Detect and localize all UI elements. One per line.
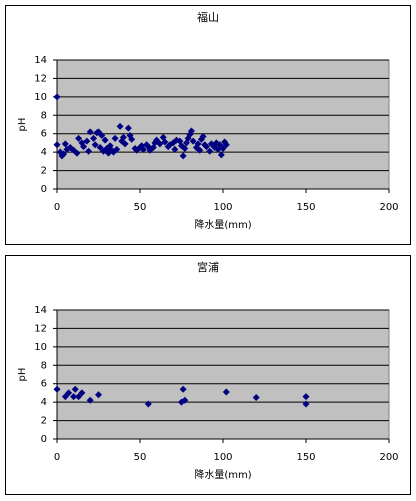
- y-tick-label: 14: [34, 305, 47, 316]
- data-point: [85, 147, 93, 155]
- data-point: [179, 385, 187, 393]
- x-tick-label: 100: [213, 202, 232, 213]
- data-point: [189, 137, 197, 145]
- data-point: [179, 152, 187, 160]
- data-point: [80, 143, 88, 151]
- data-point: [98, 132, 106, 140]
- y-tick-label: 12: [34, 73, 47, 84]
- data-point: [61, 393, 69, 401]
- x-tick-label: 200: [379, 202, 398, 213]
- data-point: [86, 396, 94, 404]
- data-point: [128, 135, 136, 143]
- data-point: [86, 128, 94, 136]
- data-point: [302, 393, 310, 401]
- data-point: [161, 138, 169, 146]
- x-tick-label: 150: [296, 452, 315, 463]
- y-axis-label: pH: [17, 118, 28, 132]
- x-axis-label: 降水量(mm): [194, 468, 251, 481]
- x-tick-label: 150: [296, 202, 315, 213]
- y-tick-label: 14: [34, 55, 47, 66]
- data-point: [113, 145, 121, 153]
- data-point: [91, 141, 99, 149]
- data-point: [302, 400, 310, 408]
- plot-area: [56, 59, 390, 190]
- chart-title: 宮浦: [197, 260, 219, 274]
- x-tick-label: 50: [134, 452, 147, 463]
- y-tick-label: 4: [41, 397, 47, 408]
- data-point: [144, 400, 152, 408]
- data-point: [58, 152, 66, 160]
- y-tick-label: 0: [41, 434, 47, 445]
- data-point: [153, 136, 161, 144]
- data-point: [96, 144, 104, 152]
- x-tick-label: 0: [54, 202, 60, 213]
- data-point: [222, 141, 230, 149]
- y-tick-label: 0: [41, 184, 47, 195]
- data-point: [202, 143, 210, 151]
- data-point: [53, 93, 61, 101]
- y-tick-label: 10: [34, 92, 47, 103]
- data-point: [53, 385, 61, 393]
- data-point: [83, 137, 91, 145]
- data-point: [71, 385, 79, 393]
- data-point: [124, 124, 132, 132]
- data-point: [111, 134, 119, 142]
- data-point: [219, 144, 227, 152]
- data-point: [206, 147, 214, 155]
- data-point: [207, 140, 215, 148]
- data-point: [90, 134, 98, 142]
- data-point: [75, 393, 83, 401]
- data-point: [78, 389, 86, 397]
- data-point: [101, 136, 109, 144]
- data-point: [95, 128, 102, 136]
- data-point: [95, 391, 102, 399]
- data-point: [217, 151, 225, 159]
- data-point: [65, 389, 73, 397]
- data-point: [194, 140, 202, 148]
- data-point: [187, 127, 195, 135]
- y-tick-label: 2: [41, 166, 47, 177]
- x-tick-label: 0: [54, 452, 60, 463]
- x-tick-label: 200: [379, 452, 398, 463]
- data-point: [121, 140, 129, 148]
- data-point: [61, 140, 69, 148]
- y-axis-label: pH: [17, 368, 28, 382]
- data-point: [139, 145, 147, 153]
- y-tick-label: 2: [41, 416, 47, 427]
- data-point: [60, 150, 68, 158]
- data-point: [199, 132, 207, 140]
- y-tick-label: 6: [41, 379, 47, 390]
- y-tick-label: 8: [41, 360, 47, 371]
- y-tick-label: 10: [34, 342, 47, 353]
- data-point: [116, 122, 124, 130]
- plot-area: [56, 309, 390, 440]
- data-point: [216, 141, 224, 149]
- x-tick-label: 100: [213, 452, 232, 463]
- y-tick-label: 8: [41, 110, 47, 121]
- data-point: [181, 396, 189, 404]
- data-point: [196, 146, 204, 154]
- y-tick-label: 12: [34, 323, 47, 334]
- data-point: [70, 393, 78, 401]
- data-point: [73, 149, 81, 157]
- data-point: [222, 388, 230, 396]
- chart-title: 福山: [197, 10, 219, 24]
- y-tick-label: 4: [41, 147, 47, 158]
- data-point: [252, 394, 260, 402]
- data-point: [53, 141, 61, 149]
- x-axis-label: 降水量(mm): [194, 218, 251, 231]
- data-point: [119, 133, 127, 141]
- y-tick-label: 6: [41, 129, 47, 140]
- data-point: [75, 134, 83, 142]
- data-point: [171, 145, 179, 153]
- data-point: [181, 144, 189, 152]
- x-tick-label: 50: [134, 202, 147, 213]
